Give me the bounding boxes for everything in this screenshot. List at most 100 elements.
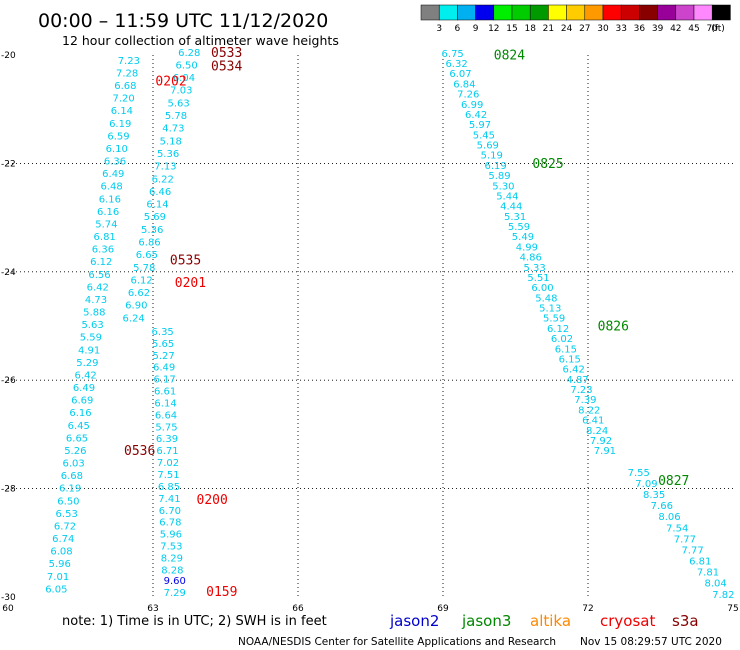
legend-label: 27 [579, 24, 590, 34]
wave-height-value: 6.15 [555, 344, 577, 355]
x-tick-label: 75 [727, 604, 738, 614]
legend-unit: (ft) [711, 24, 725, 34]
wave-height-value: 5.48 [535, 293, 557, 304]
pass-time-label: 0824 [494, 49, 525, 64]
wave-height-value: 5.59 [508, 222, 530, 233]
wave-height-value: 6.49 [153, 363, 175, 374]
wave-height-value: 7.28 [116, 69, 138, 80]
wave-height-value: 6.07 [449, 69, 471, 80]
wave-height-value: 7.55 [628, 468, 650, 479]
wave-height-value: 6.02 [551, 334, 573, 345]
legend-label: 33 [615, 24, 626, 34]
wave-height-value: 7.66 [651, 501, 673, 512]
wave-height-value: 5.31 [504, 212, 526, 223]
wave-height-value: 6.14 [146, 200, 168, 211]
x-tick-label: 69 [437, 604, 449, 614]
wave-height-value: 6.42 [465, 110, 487, 121]
wave-height-value: 9.60 [164, 576, 186, 587]
legend-swatch [529, 4, 549, 21]
wave-height-value: 4.86 [520, 253, 542, 264]
wave-height-value: 5.63 [81, 320, 103, 331]
pass-time-label: 0202 [155, 75, 186, 90]
x-tick-label: 63 [147, 604, 158, 614]
legend-label: 9 [473, 24, 479, 34]
wave-height-value: 6.19 [484, 161, 506, 172]
wave-height-value: 7.53 [160, 542, 182, 553]
wave-height-value: 5.89 [488, 171, 510, 182]
wave-height-value: 6.78 [159, 518, 181, 529]
wave-height-value: 7.23 [570, 385, 592, 396]
satellite-legend: jason2 jason3 altika cryosat s3a [389, 612, 699, 630]
wave-height-value: 6.12 [547, 324, 569, 335]
wave-height-value: 4.87 [566, 375, 588, 386]
wave-height-value: 6.24 [123, 313, 145, 324]
legend-label: 24 [561, 24, 573, 34]
legend-swatch [711, 4, 731, 21]
y-tick-label: -22 [1, 159, 16, 169]
wave-height-value: 7.77 [681, 545, 703, 556]
wave-height-value: 6.12 [90, 257, 112, 268]
legend-label: 15 [506, 24, 517, 34]
wave-height-value: 7.26 [457, 90, 479, 101]
wave-height-value: 7.29 [164, 588, 186, 599]
wave-height-value: 7.09 [635, 479, 657, 490]
x-tick-label: 66 [292, 604, 304, 614]
y-tick-label: -30 [1, 593, 16, 603]
pass-time-label: 0536 [124, 444, 155, 459]
wave-height-value: 6.16 [97, 207, 119, 218]
wave-height-value: 7.01 [47, 572, 69, 583]
wave-height-value: 6.36 [92, 245, 114, 256]
legend-label: 39 [652, 24, 664, 34]
legend-swatch [493, 4, 513, 21]
wave-height-value: 8.04 [705, 579, 727, 590]
wave-height-value: 6.05 [45, 584, 67, 595]
wave-height-value: 6.74 [52, 534, 74, 545]
wave-height-value: 4.44 [500, 202, 522, 213]
legend-label: 42 [670, 24, 681, 34]
pass-time-label: 0534 [211, 59, 242, 74]
wave-height-value: 7.20 [113, 94, 135, 105]
wave-height-value: 8.29 [161, 553, 183, 564]
chart-title: 00:00 – 11:59 UTC 11/12/2020 [38, 10, 328, 32]
legend-label: 6 [455, 24, 461, 34]
pass-time-label: 0533 [211, 46, 242, 61]
wave-height-value: 5.74 [95, 219, 117, 230]
legend-swatch [675, 4, 695, 21]
wave-height-value: 6.68 [114, 81, 136, 92]
wave-height-value: 6.15 [559, 354, 581, 365]
legend-swatch [639, 4, 658, 21]
wave-height-value: 6.16 [99, 194, 121, 205]
wave-height-value: 7.02 [157, 458, 179, 469]
satellite-name: cryosat [600, 612, 655, 630]
wave-height-value: 6.36 [104, 157, 126, 168]
footer-note: note: 1) Time is in UTC; 2) SWH is in fe… [62, 614, 327, 629]
wave-height-value: 6.19 [109, 119, 131, 130]
x-tick-label: 72 [582, 604, 593, 614]
wave-height-value: 4.99 [516, 242, 538, 253]
wave-height-value: 6.56 [88, 270, 110, 281]
wave-height-value: 6.81 [689, 557, 711, 568]
wave-height-value: 5.36 [157, 149, 179, 160]
wave-height-value: 6.32 [445, 59, 467, 70]
wave-height-value: 7.51 [157, 470, 179, 481]
wave-height-value: 5.97 [469, 120, 491, 131]
legend-swatch [566, 4, 586, 21]
wave-height-value: 6.84 [453, 79, 475, 90]
wave-height-value: 7.77 [674, 534, 696, 545]
legend-swatch [548, 4, 567, 21]
satellite-name: s3a [672, 612, 699, 630]
wave-height-value: 6.48 [100, 182, 122, 193]
wave-height-value: 6.64 [155, 410, 177, 421]
wave-height-value: 7.03 [170, 86, 192, 97]
wave-height-value: 7.41 [158, 494, 180, 505]
wave-height-value: 6.65 [66, 433, 88, 444]
wave-height-value: 6.50 [175, 60, 197, 71]
wave-height-value: 6.65 [136, 250, 158, 261]
legend-label: 70 [706, 24, 718, 34]
satellite-name: altika [530, 612, 571, 630]
wave-height-value: 5.18 [160, 136, 182, 147]
wave-height-value: 6.62 [128, 288, 150, 299]
wave-height-value: 6.10 [106, 144, 128, 155]
wave-height-value: 4.73 [162, 124, 184, 135]
